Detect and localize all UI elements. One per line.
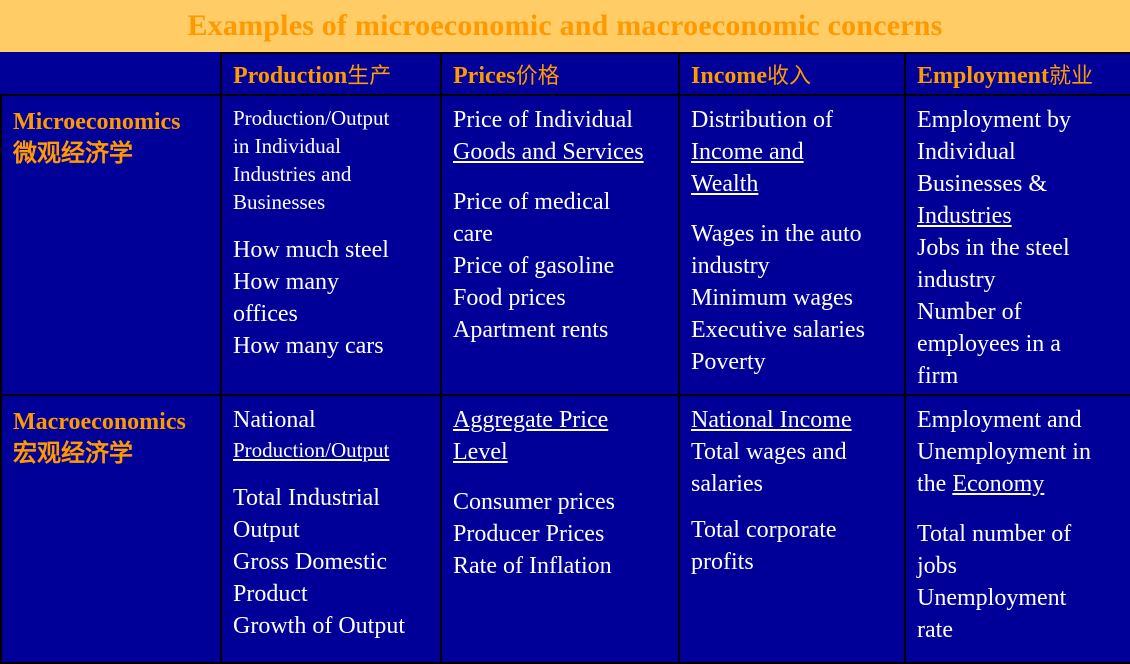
table-row-macro: Macroeconomics 宏观经济学 National Production… [0, 394, 1130, 664]
column-header-income: Income收入 [678, 52, 906, 96]
row-label-micro: Microeconomics 微观经济学 [0, 94, 222, 396]
title-bar: Examples of microeconomic and macroecono… [0, 0, 1130, 52]
row-label-macro: Macroeconomics 宏观经济学 [0, 394, 222, 664]
column-header-production: Production生产 [220, 52, 442, 96]
cell-macro-production: National Production/Output Total Industr… [220, 394, 442, 664]
cell-micro-income: Distribution of Income and Wealth Wages … [678, 94, 906, 396]
page-title: Examples of microeconomic and macroecono… [187, 9, 943, 42]
cell-macro-employment: Employment and Unemployment in the Econo… [904, 394, 1130, 664]
header-row: Production生产 Prices价格 Income收入 Employmen… [1, 52, 1130, 96]
column-header-employment: Employment就业 [904, 52, 1130, 96]
cell-macro-income: National Income Total wages and salaries… [678, 394, 906, 664]
corner-cell [1, 53, 222, 96]
column-header-prices: Prices价格 [440, 52, 680, 96]
concerns-table: Production生产 Prices价格 Income收入 Employmen… [0, 52, 1130, 664]
cell-micro-employment: Employment by Individual Businesses & In… [904, 94, 1130, 396]
table-row-micro: Microeconomics 微观经济学 Production/Output i… [0, 94, 1130, 396]
cell-macro-prices: Aggregate Price Level Consumer prices Pr… [440, 394, 680, 664]
cell-micro-production: Production/Output in Individual Industri… [220, 94, 442, 396]
cell-micro-prices: Price of Individual Goods and Services P… [440, 94, 680, 396]
